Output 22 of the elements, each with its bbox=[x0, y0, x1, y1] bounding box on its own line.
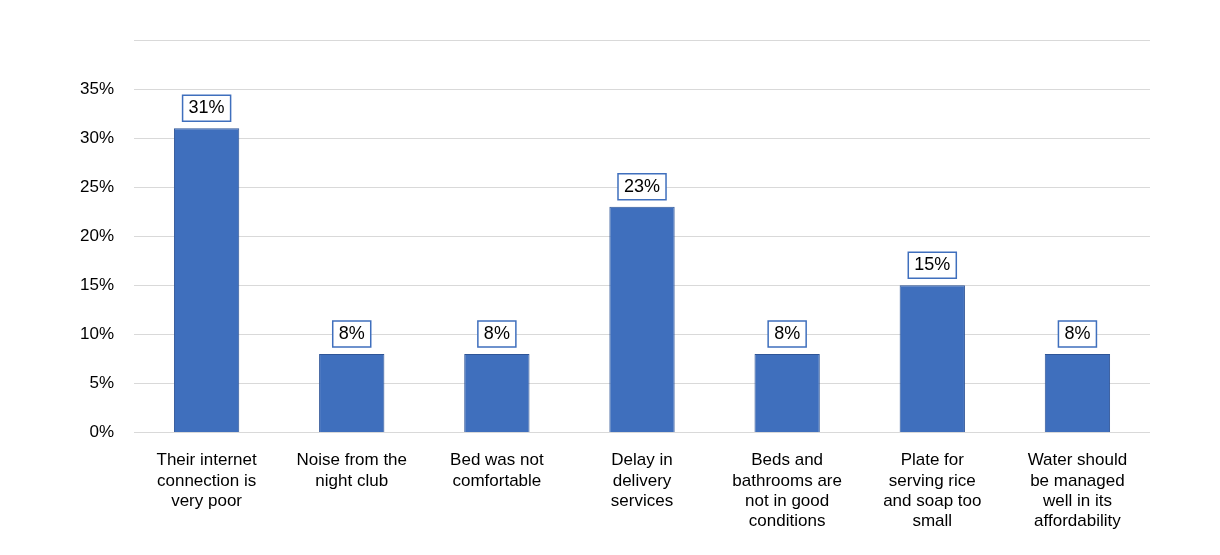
x-tick-label: Water should be managed well in its affordability bbox=[1027, 450, 1128, 531]
x-tick-label: Noise from the night club bbox=[296, 450, 408, 490]
x-tick-label: Beds and bathrooms are not in good conditions bbox=[732, 450, 842, 531]
data-label: 8% bbox=[774, 322, 801, 343]
data-label: 8% bbox=[338, 322, 365, 343]
y-tick-label: 0% bbox=[89, 422, 115, 442]
y-tick-label: 5% bbox=[89, 373, 115, 393]
data-label: 31% bbox=[188, 97, 225, 118]
data-label: 8% bbox=[1064, 322, 1091, 343]
x-tick-label: Their internet connection is very poor bbox=[156, 450, 257, 511]
data-label: 8% bbox=[483, 322, 510, 343]
y-tick-label: 25% bbox=[79, 176, 115, 196]
y-tick-label: 20% bbox=[79, 225, 115, 245]
y-tick-label: 35% bbox=[79, 78, 115, 98]
data-label: 15% bbox=[914, 254, 951, 275]
data-label: 23% bbox=[624, 175, 661, 196]
y-tick-label: 30% bbox=[79, 127, 115, 147]
x-tick-label: Bed was not comfortable bbox=[450, 450, 544, 490]
y-tick-label: 10% bbox=[79, 323, 115, 343]
x-tick-label: Plate for serving rice and soap too small bbox=[883, 450, 982, 531]
x-tick-label: Delay in delivery services bbox=[610, 450, 674, 511]
y-tick-label: 15% bbox=[79, 274, 115, 294]
